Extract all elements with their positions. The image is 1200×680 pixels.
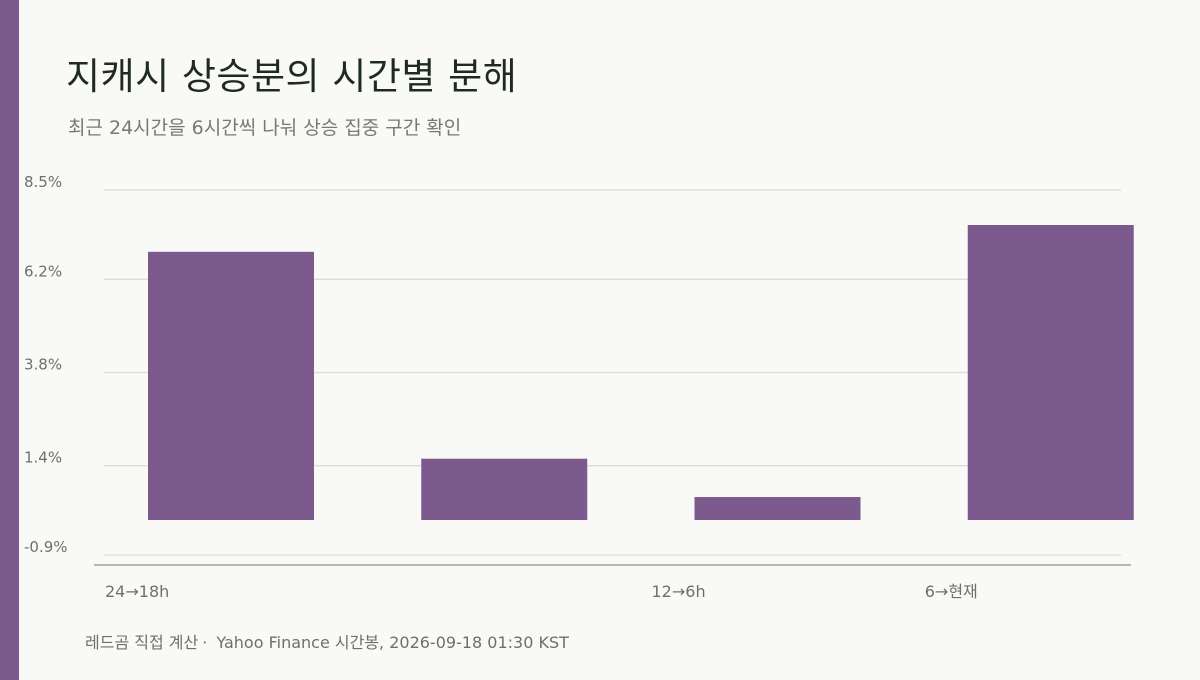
y-tick-label: 3.8%	[24, 356, 62, 374]
bar	[421, 458, 588, 520]
y-tick-label: 8.5%	[24, 173, 62, 191]
y-tick-label: 6.2%	[24, 262, 62, 280]
x-tick-label: 6→현재	[925, 582, 978, 601]
accent-bar	[0, 0, 19, 680]
x-tick-label: 12→6h	[652, 582, 706, 601]
footer-source: 레드곰 직접 계산 · Yahoo Finance 시간봉, 2026-09-18…	[85, 629, 569, 653]
bar	[967, 225, 1134, 520]
x-tick-label: 24→18h	[105, 582, 169, 601]
source-note: Yahoo Finance 시간봉, 2026-09-18 01:30 KST	[216, 633, 569, 652]
y-tick-label: -0.9%	[24, 538, 68, 556]
chart-title: 지캐시 상승분의 시간별 분해	[66, 55, 518, 98]
source-label: 레드곰 직접 계산	[85, 633, 199, 652]
bar	[148, 251, 314, 520]
bar	[694, 497, 861, 520]
chart-subtitle: 최근 24시간을 6시간씩 나눠 상승 집중 구간 확인	[68, 117, 462, 139]
source-separator: ·	[202, 633, 208, 652]
y-tick-label: 1.4%	[24, 449, 62, 467]
